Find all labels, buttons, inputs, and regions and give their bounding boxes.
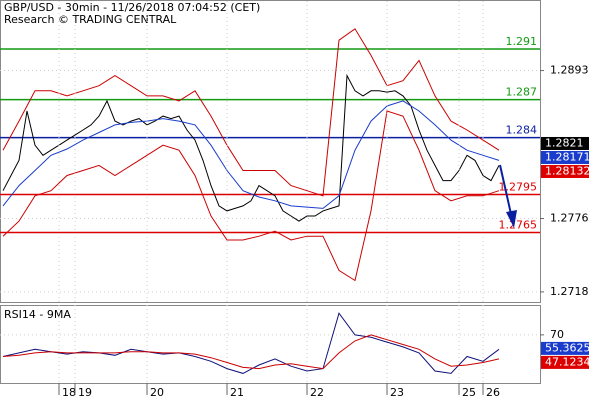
- series-line: [2, 100, 500, 209]
- level-label: 1.287: [506, 86, 538, 99]
- y-tick-label: 1.2718: [550, 285, 589, 298]
- level-label: 1.291: [506, 35, 538, 48]
- price-panel: [0, 0, 541, 303]
- series-line: [2, 28, 500, 197]
- x-tick-label: 18: [62, 386, 76, 399]
- level-label: 1.284: [506, 124, 538, 137]
- chart-title: GBP/USD - 30min - 11/26/2018 07:04:52 (C…: [4, 1, 260, 14]
- value-marker-label: 1.28132: [545, 164, 590, 177]
- value-marker: [541, 136, 589, 150]
- rsi-panel: [0, 305, 541, 384]
- value-marker: [541, 150, 589, 164]
- value-marker-label: 47.1234: [545, 355, 590, 368]
- forecast-arrowhead: [506, 210, 517, 228]
- y-tick-label: 70: [550, 328, 564, 341]
- value-marker: [541, 341, 589, 355]
- series-line: [2, 73, 500, 222]
- series-line: [2, 110, 500, 282]
- y-tick-label: 1.2776: [550, 212, 589, 225]
- value-marker-label: 55.3625: [545, 341, 590, 354]
- x-tick-label: 23: [390, 386, 404, 399]
- y-tick-label: 1.2893: [550, 64, 589, 77]
- x-tick-label: 25: [462, 386, 476, 399]
- x-tick-label: 20: [150, 386, 164, 399]
- x-tick-label: 19: [78, 386, 92, 399]
- rsi-title: RSI14 - 9MA: [4, 308, 71, 321]
- value-marker-label: 1.2821: [545, 136, 584, 149]
- level-label: 1.2795: [499, 181, 538, 194]
- x-tick-label: 21: [230, 386, 244, 399]
- x-tick-label: 26: [486, 386, 500, 399]
- value-marker: [541, 355, 589, 369]
- value-marker: [541, 164, 589, 178]
- x-tick-label: 22: [310, 386, 324, 399]
- value-marker-label: 1.28171: [545, 150, 590, 163]
- series-line: [2, 312, 500, 374]
- series-line: [2, 334, 500, 370]
- level-label: 1.2765: [499, 218, 538, 231]
- chart-subtitle: Research © TRADING CENTRAL: [4, 13, 177, 26]
- forecast-arrow: [499, 164, 512, 215]
